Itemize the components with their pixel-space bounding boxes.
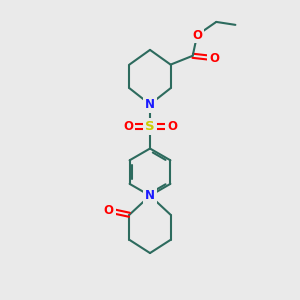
Text: S: S	[145, 120, 155, 133]
Text: O: O	[167, 120, 177, 133]
Text: O: O	[123, 120, 133, 133]
Text: O: O	[192, 29, 202, 42]
Text: O: O	[209, 52, 219, 64]
Text: N: N	[145, 189, 155, 202]
Text: N: N	[145, 98, 155, 111]
Text: O: O	[104, 204, 114, 217]
